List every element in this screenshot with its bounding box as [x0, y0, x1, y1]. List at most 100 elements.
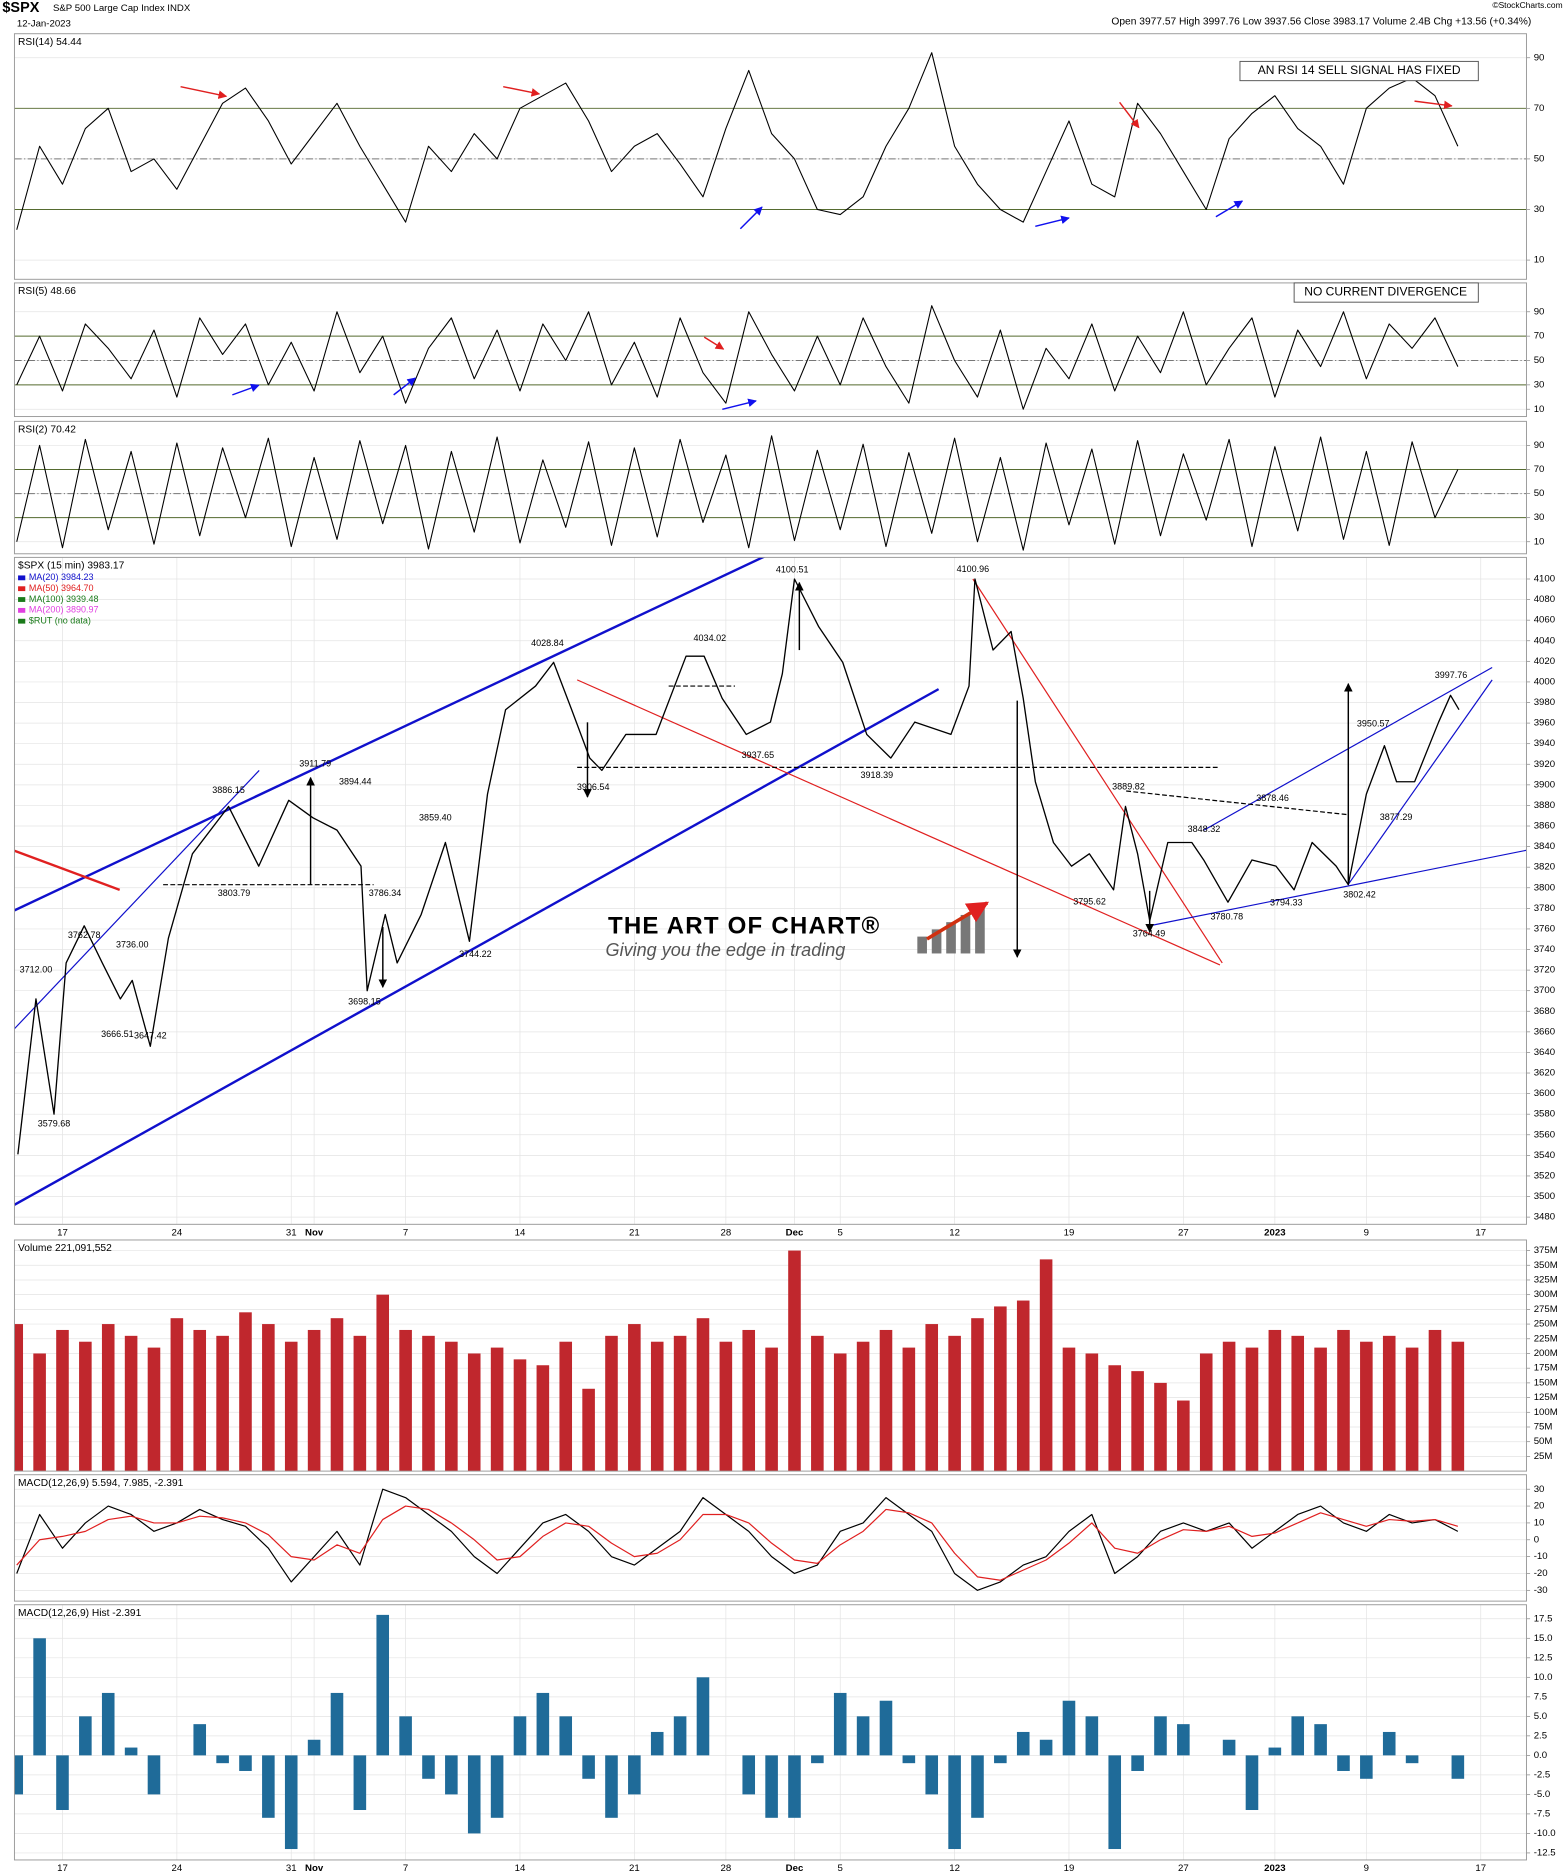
- bar: [582, 1755, 595, 1779]
- legend-entry: MA(200) 3890.97: [29, 605, 99, 615]
- y-tick-label: 90: [1534, 440, 1545, 451]
- bar: [833, 1353, 847, 1472]
- y-tick-label: 50: [1534, 153, 1545, 164]
- price-label: 3794.33: [1270, 898, 1303, 908]
- price-label: 3803.79: [218, 888, 251, 898]
- legend-entry: $RUT (no data): [29, 616, 91, 626]
- bar: [1016, 1300, 1030, 1472]
- legend-swatch: [18, 586, 26, 592]
- y-tick-label: -20: [1534, 1568, 1548, 1579]
- bar: [879, 1329, 893, 1472]
- legend-entry: MA(20) 3984.23: [29, 572, 94, 582]
- y-tick-label: 3740: [1534, 944, 1555, 955]
- bar: [1337, 1329, 1350, 1472]
- y-tick-label: 250M: [1534, 1319, 1558, 1330]
- price-label: 3878.46: [1256, 793, 1289, 803]
- y-tick-label: 17.5: [1534, 1613, 1553, 1624]
- bar: [170, 1318, 184, 1472]
- price-label: 4100.51: [776, 564, 809, 574]
- x-tick-label: 31: [286, 1863, 297, 1872]
- y-tick-label: 30: [1534, 379, 1545, 390]
- bar: [1154, 1382, 1167, 1472]
- bar: [284, 1341, 298, 1472]
- x-tick-label: 31: [286, 1227, 297, 1238]
- y-tick-label: 3960: [1534, 718, 1555, 729]
- date: 12-Jan-2023: [17, 19, 71, 30]
- bar: [193, 1724, 207, 1756]
- price-label: 3886.15: [212, 785, 245, 795]
- trend-line: [14, 688, 940, 1206]
- bar: [1291, 1716, 1305, 1756]
- bar: [33, 1353, 46, 1472]
- y-tick-label: 4000: [1534, 676, 1555, 687]
- x-tick-label: 17: [57, 1227, 68, 1238]
- x-tick-label: 12: [949, 1227, 960, 1238]
- panel-title: RSI(5) 48.66: [18, 286, 76, 297]
- bar: [811, 1335, 824, 1472]
- panel-frame: [13, 1604, 1527, 1861]
- y-tick-label: 10: [1534, 404, 1545, 415]
- annotation-box: [1293, 282, 1479, 303]
- x-tick-label: 24: [171, 1863, 182, 1872]
- y-tick-label: 0: [1534, 1534, 1539, 1545]
- price-label: 3911.79: [299, 759, 331, 769]
- bar: [765, 1347, 778, 1472]
- bar: [79, 1341, 92, 1472]
- y-tick-label: 3800: [1534, 882, 1555, 893]
- y-tick-label: -10: [1534, 1551, 1548, 1562]
- x-tick-label: 2023: [1264, 1863, 1285, 1872]
- y-tick-label: 4060: [1534, 615, 1555, 626]
- bar: [1222, 1341, 1236, 1472]
- bar: [1245, 1347, 1259, 1472]
- bar: [1131, 1755, 1144, 1771]
- y-tick-label: -30: [1534, 1585, 1548, 1596]
- price-label: 3764.49: [1133, 928, 1166, 938]
- bar: [330, 1318, 344, 1472]
- y-tick-label: 12.5: [1534, 1652, 1553, 1663]
- bar: [719, 1341, 733, 1472]
- bar: [467, 1353, 481, 1472]
- y-tick-label: -7.5: [1534, 1808, 1551, 1819]
- y-tick-label: 10.0: [1534, 1672, 1553, 1683]
- bar: [490, 1755, 504, 1818]
- y-tick-label: 4080: [1534, 594, 1555, 605]
- x-tick-label: 19: [1064, 1227, 1075, 1238]
- data-line: [16, 305, 1459, 410]
- y-tick-label: 3600: [1534, 1088, 1555, 1099]
- annotation: AN RSI 14 SELL SIGNAL HAS FIXED: [1258, 63, 1461, 77]
- bar: [628, 1755, 641, 1795]
- bar: [399, 1329, 412, 1472]
- y-tick-label: -2.5: [1534, 1769, 1551, 1780]
- bar: [650, 1341, 664, 1472]
- bar: [239, 1755, 252, 1771]
- bar: [536, 1365, 550, 1472]
- bar: [788, 1755, 801, 1818]
- y-tick-label: 70: [1534, 331, 1545, 342]
- y-tick-label: 3820: [1534, 862, 1555, 873]
- bar: [193, 1329, 207, 1472]
- quote: Open 3977.57 High 3997.76 Low 3937.56 Cl…: [1111, 16, 1531, 27]
- bar: [925, 1755, 939, 1795]
- y-tick-label: 3860: [1534, 821, 1555, 832]
- y-tick-label: 3840: [1534, 841, 1555, 852]
- bar: [696, 1318, 710, 1472]
- panel-title: Volume 221,091,552: [18, 1243, 112, 1254]
- bar: [262, 1324, 275, 1472]
- x-tick-label: 7: [403, 1863, 408, 1872]
- bar: [284, 1755, 298, 1850]
- y-tick-label: 3640: [1534, 1047, 1555, 1058]
- bar: [422, 1755, 435, 1779]
- panel-frame: [13, 282, 1527, 418]
- bar: [101, 1692, 115, 1756]
- panel: 10 30 50 70 90 RSI(5) 48.66: [13, 282, 1545, 418]
- panel-title: $SPX (15 min) 3983.17: [18, 561, 125, 572]
- trend-line: [576, 679, 1221, 966]
- bar: [994, 1755, 1007, 1764]
- y-tick-label: 350M: [1534, 1260, 1558, 1271]
- y-tick-label: 375M: [1534, 1245, 1558, 1256]
- y-tick-label: 325M: [1534, 1275, 1558, 1286]
- x-tick-label: 17: [57, 1863, 68, 1872]
- trend-line: [1347, 679, 1493, 886]
- panel: 25M 50M 75M 100M 125M 150M 175M 200M 225M 250M 275…: [13, 1239, 1558, 1472]
- y-tick-label: 4020: [1534, 656, 1555, 667]
